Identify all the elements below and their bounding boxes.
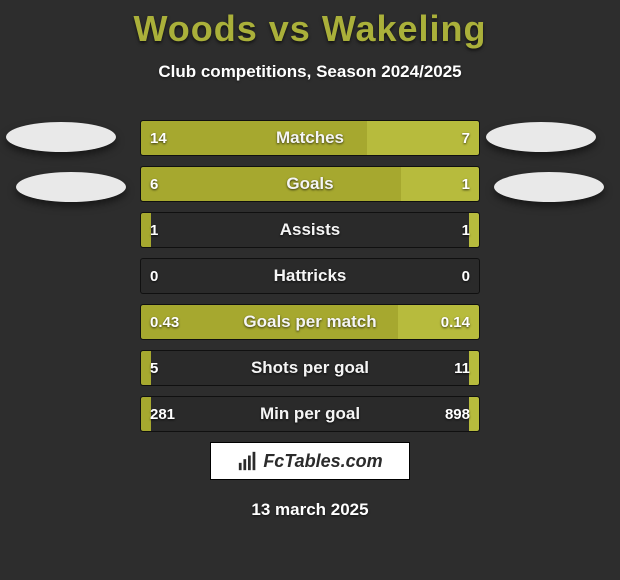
- stats-chart: 147Matches 61Goals 11Assists 00Hattricks 0.4…: [140, 120, 480, 442]
- stat-label: Hattricks: [140, 258, 480, 294]
- comparison-title: Woods vs Wakeling: [0, 0, 620, 50]
- stat-label: Goals per match: [140, 304, 480, 340]
- player-left-name: Woods: [133, 8, 257, 49]
- decorative-ellipse: [494, 172, 604, 202]
- brand-badge: FcTables.com: [210, 442, 410, 480]
- stat-row: 00Hattricks: [140, 258, 480, 294]
- stat-row: 147Matches: [140, 120, 480, 156]
- brand-text: FcTables.com: [263, 451, 382, 472]
- vs-text: vs: [269, 8, 311, 49]
- date-label: 13 march 2025: [0, 500, 620, 520]
- decorative-ellipse: [486, 122, 596, 152]
- stat-row: 0.430.14Goals per match: [140, 304, 480, 340]
- comparison-subtitle: Club competitions, Season 2024/2025: [0, 62, 620, 82]
- decorative-ellipse: [6, 122, 116, 152]
- stat-row: 511Shots per goal: [140, 350, 480, 386]
- brand-bars-icon: [237, 450, 259, 472]
- stat-row: 11Assists: [140, 212, 480, 248]
- stat-row: 281898Min per goal: [140, 396, 480, 432]
- decorative-ellipse: [16, 172, 126, 202]
- stat-label: Assists: [140, 212, 480, 248]
- stat-label: Matches: [140, 120, 480, 156]
- stat-row: 61Goals: [140, 166, 480, 202]
- stat-label: Min per goal: [140, 396, 480, 432]
- player-right-name: Wakeling: [322, 8, 487, 49]
- stat-label: Goals: [140, 166, 480, 202]
- stat-label: Shots per goal: [140, 350, 480, 386]
